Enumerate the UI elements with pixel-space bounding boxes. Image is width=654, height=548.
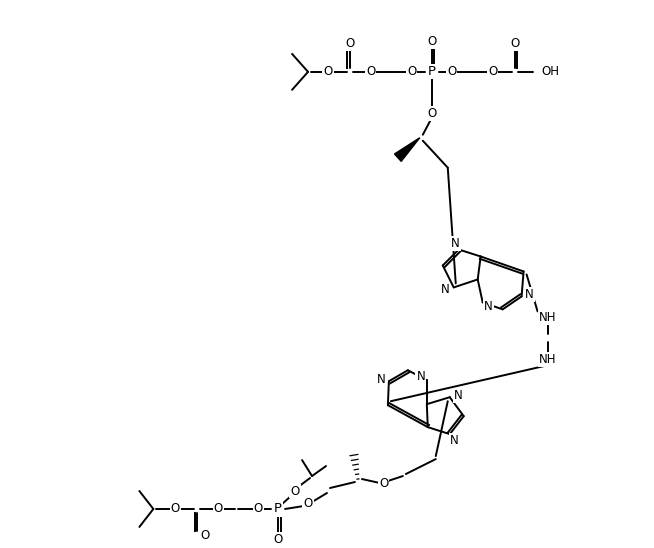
Text: NH: NH (539, 353, 557, 366)
Text: O: O (427, 36, 436, 48)
Text: O: O (303, 498, 313, 511)
Text: N: N (451, 433, 459, 447)
Text: N: N (455, 389, 463, 402)
Text: O: O (488, 65, 497, 78)
Text: O: O (427, 107, 436, 120)
Text: O: O (345, 37, 354, 50)
Text: NH: NH (539, 311, 557, 324)
Text: N: N (451, 237, 460, 250)
Text: N: N (377, 373, 385, 386)
Text: O: O (171, 503, 180, 516)
Text: O: O (447, 65, 456, 78)
Text: O: O (323, 65, 333, 78)
Text: OH: OH (542, 65, 560, 78)
Text: O: O (254, 503, 263, 516)
Text: O: O (407, 65, 417, 78)
Text: O: O (379, 477, 388, 489)
Text: O: O (214, 503, 223, 516)
Text: N: N (485, 300, 493, 313)
Text: P: P (274, 503, 282, 516)
Text: N: N (525, 288, 534, 301)
Text: P: P (428, 65, 436, 78)
Text: O: O (273, 533, 283, 546)
Text: O: O (510, 37, 519, 50)
Text: N: N (440, 283, 449, 296)
Text: O: O (366, 65, 375, 78)
Text: O: O (290, 484, 300, 498)
Text: O: O (201, 529, 210, 543)
Text: N: N (417, 370, 425, 383)
Polygon shape (394, 138, 420, 161)
